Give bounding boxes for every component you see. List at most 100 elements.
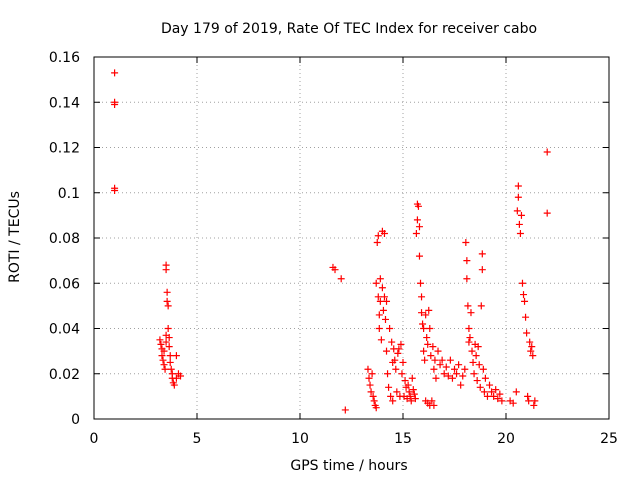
data-point [521,297,529,305]
data-point [384,370,392,378]
data-point [415,252,423,260]
data-point [520,291,528,299]
data-point [469,358,477,366]
data-point [407,397,415,405]
data-point [514,182,522,190]
data-point [524,392,532,400]
data-point [376,275,384,283]
data-point [383,347,391,355]
data-point [380,229,388,237]
data-point [367,388,375,396]
data-point [483,392,491,400]
data-point [409,386,417,394]
data-point [462,239,470,247]
data-point [465,325,473,332]
data-point [423,334,431,342]
data-point [438,356,446,364]
data-point [528,343,536,351]
data-point [451,365,458,373]
data-point [430,365,438,373]
data-point [164,302,172,310]
data-point [470,370,478,378]
data-point [405,388,413,396]
data-point [111,186,119,194]
data-point [369,392,377,400]
data-point [386,325,394,332]
data-point [385,383,393,391]
y-tick-label: 0.12 [49,141,80,157]
data-point [474,343,482,351]
y-tick-label: 0.16 [49,50,80,66]
data-point [415,223,423,231]
data-point [522,313,530,321]
data-point [158,352,166,360]
y-tick-label: 0 [71,412,80,428]
data-point [434,347,442,355]
data-point [531,397,539,405]
data-point [370,397,378,405]
data-point [165,343,173,351]
data-point [391,356,399,364]
data-point [473,377,481,385]
data-point [163,288,171,296]
x-tick-label: 15 [394,431,412,447]
data-point [525,397,533,405]
data-point [392,365,400,373]
data-point [428,397,436,405]
data-point [378,284,386,292]
data-point [517,211,525,219]
data-point [375,325,383,332]
data-point [331,266,339,274]
data-point [379,306,387,314]
data-point [408,374,416,382]
data-point [424,340,432,348]
data-point [526,338,534,346]
data-point [394,349,402,357]
data-point [393,388,401,396]
data-point [399,358,407,366]
data-point [472,352,480,360]
data-point [543,148,551,156]
y-tick-label: 0.08 [49,231,80,247]
data-point [492,386,500,394]
data-points [111,69,551,414]
y-tick-label: 0.04 [49,322,80,338]
data-point [365,374,373,382]
data-point [160,347,168,355]
data-point [490,392,498,400]
data-point [431,356,439,364]
data-point [410,390,418,398]
data-point [543,209,551,217]
data-point [412,229,420,237]
data-point [440,370,448,378]
data-point [111,69,119,77]
data-point [453,370,461,378]
data-point [177,372,185,380]
data-point [156,336,164,344]
data-point [166,352,174,360]
data-point [411,395,419,403]
data-point [463,275,471,283]
y-tick-label: 0.14 [49,95,80,111]
data-point [368,370,376,378]
data-point [372,279,380,287]
data-point [478,250,486,258]
x-tick-label: 5 [193,431,202,447]
x-tick-label: 10 [291,431,309,447]
data-point [364,365,372,373]
x-tick-label: 0 [90,431,99,447]
data-point [376,297,384,305]
data-point [513,207,521,215]
data-point [159,356,167,364]
x-tick-label: 20 [497,431,515,447]
data-point [498,397,506,405]
axis-ticks: 0 5 10 15 20 25 0 0.02 0.04 0.06 0.08 0.1 0.12 0.14 0.… [49,50,618,447]
data-point [422,311,430,319]
data-point [477,302,485,310]
data-point [448,374,456,382]
data-point [157,340,165,348]
x-tick-label: 25 [600,431,618,447]
data-point [444,372,452,380]
data-point [111,101,119,109]
data-point [475,361,483,369]
